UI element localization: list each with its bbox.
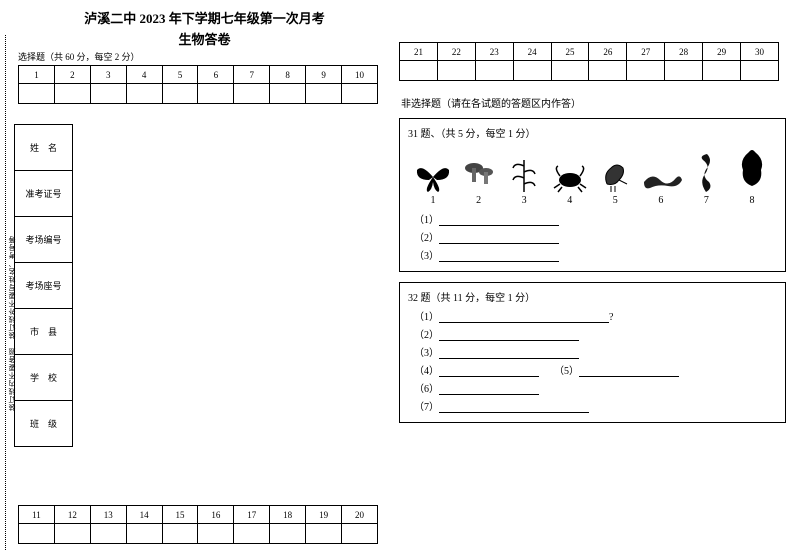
info-seat-no: 考场座号 [15, 263, 73, 309]
info-room-no: 考场编号 [15, 217, 73, 263]
q31-images: 1 2 3 4 5 [408, 144, 777, 208]
tree-icon [735, 146, 769, 194]
non-choice-label: 非选择题（请在各试题的答题区内作答） [401, 95, 786, 110]
q32-heading: 32 题（共 11 分，每空 1 分） [408, 289, 777, 304]
mushroom-icon [462, 156, 496, 194]
answer-grid-1: 12 34 56 78 910 [18, 65, 378, 104]
q32-line6: （6） [414, 380, 777, 395]
q32-line7: （7） [414, 398, 777, 413]
info-exam-id: 准考证号 [15, 171, 73, 217]
q31-line3: （3） [414, 247, 777, 262]
info-name: 姓 名 [15, 125, 73, 171]
crab-icon [550, 160, 590, 194]
q31-heading: 31 题、（共 5 分，每空 1 分） [408, 125, 777, 140]
answer-grid-3: 2122 2324 2526 2728 2930 [399, 42, 779, 81]
answer-grid-2: 1112 1314 1516 1718 1920 [18, 505, 378, 544]
corn-plant-icon [507, 154, 541, 194]
q32-line2: （2） [414, 326, 777, 341]
info-class: 班 级 [15, 401, 73, 447]
exam-title: 泸溪二中 2023 年下学期七年级第一次月考 [18, 8, 391, 27]
q31-line2: （2） [414, 229, 777, 244]
q32-line45: （4） （5） [414, 362, 777, 377]
question-31-box: 31 题、（共 5 分，每空 1 分） 1 2 3 4 [399, 118, 786, 272]
exam-subtitle: 生物答卷 [18, 29, 391, 48]
binding-edge: 装订线内不要答题 装订线外不要写姓名、考号等 [2, 35, 16, 550]
q31-line1: （1） [414, 211, 777, 226]
kelp-icon [691, 152, 721, 194]
student-info-box: 姓 名 准考证号 考场编号 考场座号 市 县 学 校 班 级 [14, 124, 73, 447]
question-32-box: 32 题（共 11 分，每空 1 分） （1）? （2） （3） （4） （5）… [399, 282, 786, 423]
q32-line3: （3） [414, 344, 777, 359]
binding-text: 装订线内不要答题 装订线外不要写姓名、考号等 [7, 235, 17, 411]
eel-icon [640, 164, 684, 194]
info-school: 学 校 [15, 355, 73, 401]
butterfly-icon [414, 160, 452, 194]
q32-line1: （1）? [414, 308, 777, 323]
pigeon-icon [597, 154, 633, 194]
choice-section-label: 选择题（共 60 分，每空 2 分） [18, 50, 391, 63]
info-city: 市 县 [15, 309, 73, 355]
